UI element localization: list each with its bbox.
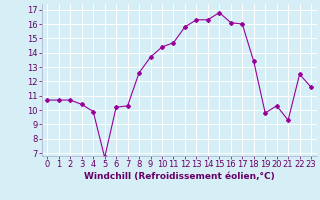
X-axis label: Windchill (Refroidissement éolien,°C): Windchill (Refroidissement éolien,°C) xyxy=(84,172,275,181)
